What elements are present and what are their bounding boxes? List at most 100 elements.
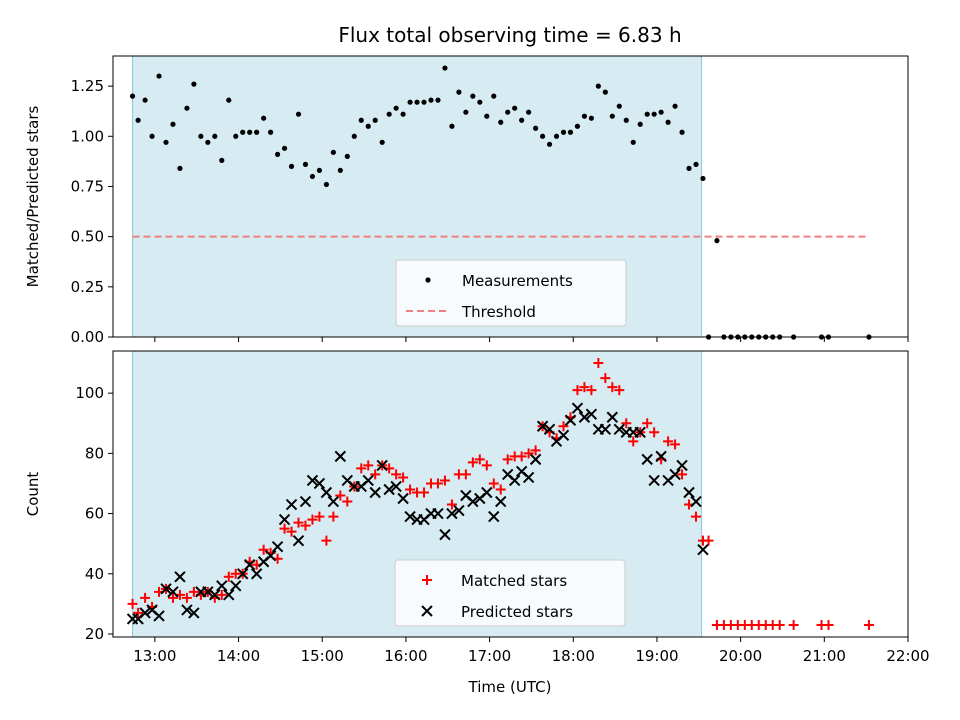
data-point-matched: [530, 445, 541, 456]
data-point-matched: [314, 511, 325, 522]
data-point-predicted: [313, 477, 326, 490]
data-point-matched: [600, 373, 611, 384]
data-point: [588, 115, 594, 121]
data-point: [651, 111, 657, 117]
data-point-predicted: [606, 411, 619, 423]
data-point-predicted: [676, 459, 688, 472]
data-point: [184, 105, 190, 111]
y-tick-label: 0.50: [71, 228, 104, 246]
data-point: [149, 133, 155, 139]
data-point: [658, 109, 664, 115]
x-tick-label: 17:00: [468, 647, 511, 665]
data-point-matched: [642, 418, 653, 429]
data-point: [526, 109, 532, 115]
data-point-matched: [356, 463, 367, 474]
data-point-matched: [523, 448, 534, 459]
data-point-matched: [370, 469, 381, 480]
data-point-predicted: [690, 495, 702, 508]
data-point: [679, 129, 685, 135]
data-point: [142, 97, 148, 103]
legend-label: Predicted stars: [461, 603, 573, 621]
data-point: [665, 119, 671, 125]
data-point-matched: [432, 478, 443, 489]
x-tick-label: 16:00: [384, 647, 427, 665]
data-point: [337, 167, 343, 174]
data-point: [428, 97, 434, 103]
data-point: [505, 109, 511, 115]
data-point: [498, 119, 504, 125]
x-tick-label: 15:00: [301, 647, 344, 665]
data-point-predicted: [508, 474, 521, 487]
axes-frame: [112, 350, 909, 638]
data-point: [491, 93, 497, 99]
data-point-matched: [558, 421, 569, 432]
data-point-predicted: [139, 607, 151, 619]
data-point-predicted: [648, 474, 660, 487]
data-point: [372, 117, 378, 123]
data-point-matched: [628, 436, 639, 447]
data-point-matched: [593, 358, 604, 369]
data-point: [156, 73, 162, 79]
data-point: [700, 175, 706, 182]
data-point-matched: [579, 382, 590, 393]
data-point-matched: [474, 454, 485, 465]
data-point: [177, 165, 183, 171]
legend-marker-measurements: [425, 277, 431, 283]
data-point: [170, 121, 176, 127]
data-point: [198, 133, 204, 139]
data-point-predicted: [320, 486, 333, 499]
data-point-predicted: [522, 471, 535, 484]
axes-frame: [112, 55, 909, 338]
data-point-matched: [481, 460, 492, 471]
data-point-predicted: [376, 459, 388, 472]
data-point-predicted: [390, 480, 402, 493]
data-point-predicted: [334, 450, 347, 463]
y-tick-label: 1.25: [71, 77, 104, 95]
data-point-matched: [495, 484, 506, 495]
data-point-matched: [823, 619, 834, 630]
data-point: [247, 129, 253, 135]
x-tick-label: 19:00: [635, 647, 678, 665]
data-point: [672, 103, 678, 109]
y-axis-label: Matched/Predicted stars: [24, 106, 42, 288]
data-point: [714, 238, 720, 244]
data-point-matched: [140, 592, 151, 603]
data-point-predicted: [202, 586, 214, 598]
data-point: [602, 89, 608, 95]
data-point-matched: [460, 469, 471, 480]
data-point-predicted: [404, 510, 416, 523]
data-point-matched: [335, 490, 346, 501]
data-point-predicted: [362, 474, 374, 487]
data-point: [261, 115, 267, 121]
data-point-predicted: [188, 607, 200, 619]
data-point-predicted: [153, 610, 165, 622]
data-point: [226, 97, 232, 103]
data-point-predicted: [529, 453, 542, 466]
ratio-panel: 0.00 0.25 0.50 0.75 1.00 1.25 Matched/Predicte…: [24, 55, 909, 346]
data-point: [463, 109, 469, 115]
data-point-matched: [188, 586, 199, 597]
data-point-matched: [293, 517, 304, 528]
data-point: [595, 83, 601, 89]
data-point: [323, 181, 329, 188]
data-point: [644, 111, 650, 117]
x-tick-label: 21:00: [803, 647, 846, 665]
data-point: [379, 139, 385, 145]
data-point-predicted: [585, 408, 598, 420]
y-tick-label: 1.00: [71, 127, 104, 145]
data-point: [386, 111, 392, 117]
data-point: [344, 153, 350, 159]
y-tick-label: 80: [85, 444, 104, 462]
data-point-predicted: [243, 559, 256, 571]
data-point: [581, 113, 588, 119]
data-point: [288, 163, 295, 169]
data-point: [560, 129, 567, 135]
data-point: [456, 89, 462, 95]
data-point-matched: [677, 469, 688, 480]
data-point: [400, 111, 406, 117]
y-tick-label: 20: [85, 625, 104, 643]
data-point-predicted: [488, 510, 500, 523]
data-point-predicted: [174, 571, 186, 583]
data-point-predicted: [160, 583, 172, 595]
data-point-matched: [167, 592, 178, 603]
